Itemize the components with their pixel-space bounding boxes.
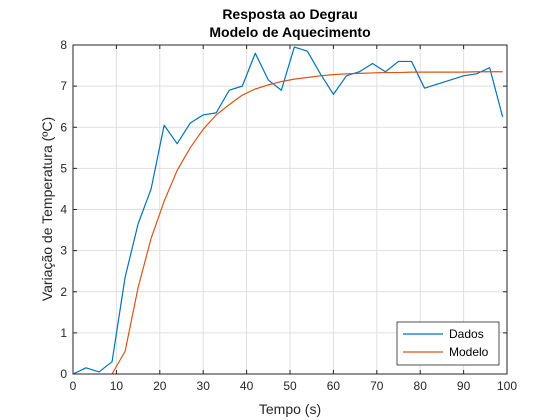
legend-box <box>396 321 500 366</box>
x-tick-label-90: 90 <box>457 379 471 393</box>
y-tick-label-7: 7 <box>60 79 67 93</box>
y-tick-label-2: 2 <box>60 285 67 299</box>
x-tick-label-40: 40 <box>240 379 254 393</box>
y-tick-label-1: 1 <box>60 326 67 340</box>
y-tick-label-3: 3 <box>60 244 67 258</box>
legend-label-dados: Dados <box>449 327 484 341</box>
y-tick-label-8: 8 <box>60 38 67 52</box>
chart-title-line-2: Modelo de Aquecimento <box>209 24 370 40</box>
y-tick-label-6: 6 <box>60 120 67 134</box>
tick-labels: 0 10 20 30 40 50 60 70 80 90 100 0 1 2 3 4 5 6 7 8 <box>60 38 517 393</box>
x-tick-label-20: 20 <box>153 379 167 393</box>
series-line-modelo <box>111 71 503 375</box>
y-tick-label-5: 5 <box>60 161 67 175</box>
x-tick-label-100: 100 <box>497 379 517 393</box>
x-tick-label-30: 30 <box>197 379 211 393</box>
series-line-dados <box>72 46 504 375</box>
series-layer <box>72 46 504 375</box>
y-axis-label: Variação de Temperatura (ºC) <box>39 117 55 301</box>
legend: Dados Modelo <box>396 321 500 366</box>
ticks <box>72 44 508 375</box>
x-tick-label-50: 50 <box>283 379 297 393</box>
chart-title-line-1: Resposta ao Degrau <box>222 6 357 22</box>
x-tick-label-70: 70 <box>370 379 384 393</box>
x-tick-label-0: 0 <box>70 379 77 393</box>
x-axis-label: Tempo (s) <box>259 401 321 417</box>
y-tick-label-0: 0 <box>60 367 67 381</box>
legend-label-modelo: Modelo <box>449 345 489 359</box>
x-tick-label-60: 60 <box>327 379 341 393</box>
x-tick-label-80: 80 <box>414 379 428 393</box>
x-tick-label-10: 10 <box>110 379 124 393</box>
grid <box>73 45 507 374</box>
y-tick-label-4: 4 <box>60 203 67 217</box>
